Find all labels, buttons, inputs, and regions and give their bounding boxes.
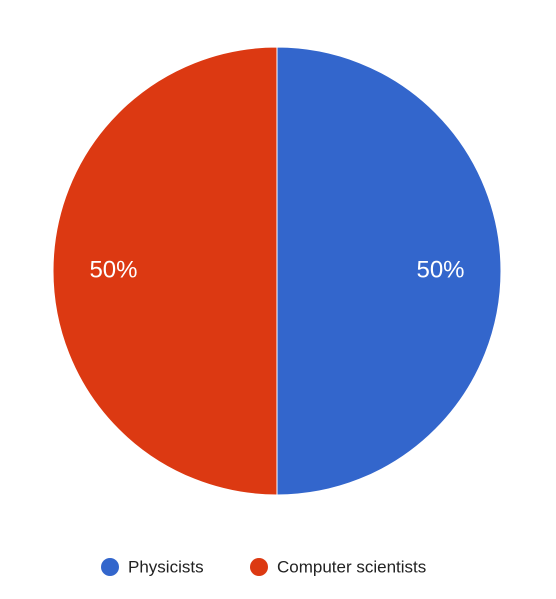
legend-swatch [250, 558, 268, 576]
pie-slice [52, 46, 278, 496]
legend-label: Physicists [128, 557, 204, 576]
pie-slice [276, 46, 502, 496]
legend-swatch [101, 558, 119, 576]
value-label: 50% [89, 256, 137, 283]
legend-label: Computer scientists [277, 557, 426, 576]
value-label: 50% [416, 256, 464, 283]
